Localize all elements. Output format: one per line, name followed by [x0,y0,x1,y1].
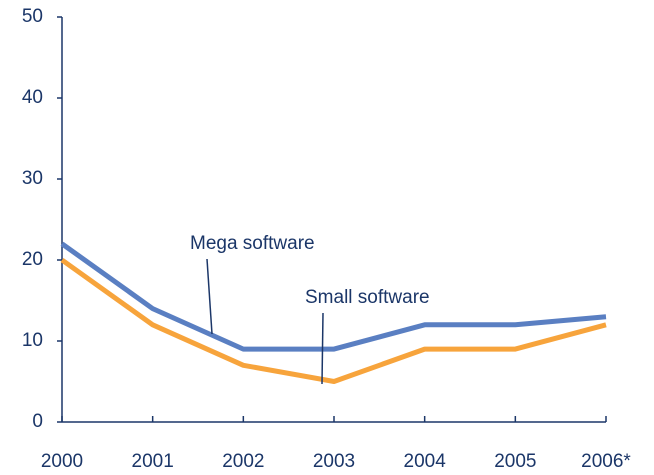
y-tick-label: 40 [22,87,43,108]
x-tick-label: 2004 [404,451,447,472]
leader-line [321,312,324,385]
y-tick-label: 50 [22,6,43,27]
y-tick-label: 30 [22,168,43,189]
series-label: Mega software [190,233,315,254]
leader-line [206,258,213,335]
y-tick-label: 0 [32,411,43,432]
x-tick-label: 2000 [41,451,83,472]
series-line [60,241,607,352]
y-tick-label: 20 [22,249,43,270]
x-tick-label: 2001 [132,451,174,472]
x-tick-label: 2003 [313,451,355,472]
x-tick-label: 2002 [222,451,264,472]
y-tick-label: 10 [22,330,43,351]
x-tick-label: 2006* [581,451,631,472]
series-line [60,257,607,384]
x-tick-label: 2005 [494,451,536,472]
series-label: Small software [305,287,430,308]
